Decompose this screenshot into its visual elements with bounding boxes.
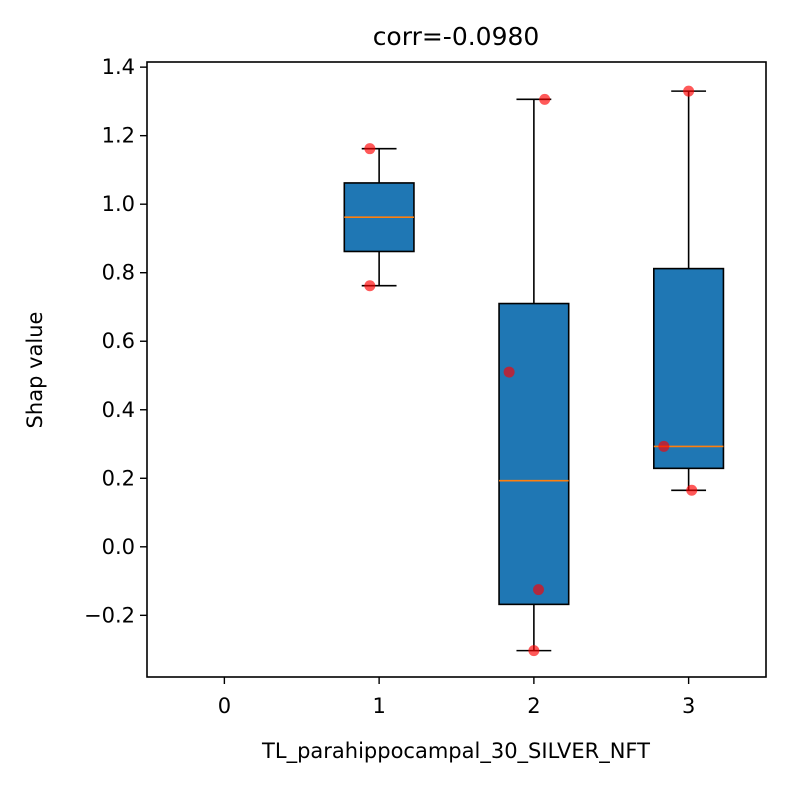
data-point	[364, 143, 376, 155]
chart-title: corr=-0.0980	[373, 22, 540, 51]
plot-area	[343, 85, 725, 657]
box-body	[653, 267, 725, 470]
y-axis-label: Shap value	[23, 312, 47, 429]
x-tick-label: 0	[218, 694, 231, 718]
data-point	[533, 584, 545, 596]
y-tick-label: 1.2	[102, 124, 135, 148]
y-tick-label: 0.0	[102, 535, 135, 559]
plot-frame	[146, 61, 767, 678]
axis-ticks: −0.2 0.0 0.2 0.4 0.6 0.8 1.0 1.2 1.4 0 1 2 3	[84, 55, 695, 718]
data-point	[686, 484, 698, 496]
y-tick-label: 1.0	[102, 192, 135, 216]
y-tick-label: 1.4	[102, 55, 135, 79]
data-point	[528, 645, 540, 657]
data-point	[683, 85, 695, 97]
x-tick-label: 2	[527, 694, 540, 718]
y-tick-label: 0.4	[102, 398, 135, 422]
data-point	[539, 93, 551, 105]
x-tick-label: 1	[372, 694, 385, 718]
x-axis-label: TL_parahippocampal_30_SILVER_NFT	[261, 739, 650, 764]
data-point	[503, 366, 515, 378]
data-point	[658, 440, 670, 452]
y-tick-label: 0.8	[102, 261, 135, 285]
box-body	[498, 302, 570, 606]
y-tick-label: 0.2	[102, 466, 135, 490]
y-tick-label: 0.6	[102, 329, 135, 353]
data-point	[364, 280, 376, 292]
y-tick-label: −0.2	[84, 603, 135, 627]
x-tick-label: 3	[682, 694, 695, 718]
